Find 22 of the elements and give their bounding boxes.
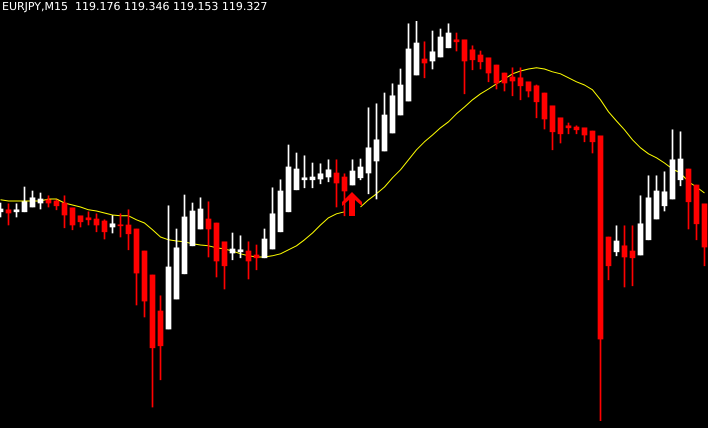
candlestick bbox=[422, 41, 428, 78]
candlestick bbox=[118, 213, 124, 238]
candlestick bbox=[14, 203, 20, 218]
candlestick bbox=[374, 103, 380, 200]
candlestick bbox=[510, 67, 516, 96]
chart-title: EURJPY,M15 119.176 119.346 119.153 119.327 bbox=[2, 0, 268, 13]
candlestick bbox=[622, 225, 628, 288]
candlestick bbox=[6, 203, 12, 226]
candlestick bbox=[126, 209, 132, 250]
candlestick bbox=[86, 211, 92, 226]
candlestick bbox=[302, 155, 308, 188]
candlestick bbox=[430, 30, 436, 70]
candlestick bbox=[310, 162, 316, 188]
candlestick bbox=[238, 235, 244, 258]
candlestick bbox=[334, 159, 340, 208]
candlestick bbox=[206, 201, 212, 258]
candlestick bbox=[254, 244, 260, 270]
candlestick bbox=[454, 32, 460, 52]
candlestick bbox=[230, 232, 236, 260]
candlestick bbox=[630, 225, 636, 286]
candlestick bbox=[110, 215, 116, 234]
candlestick bbox=[566, 122, 572, 134]
